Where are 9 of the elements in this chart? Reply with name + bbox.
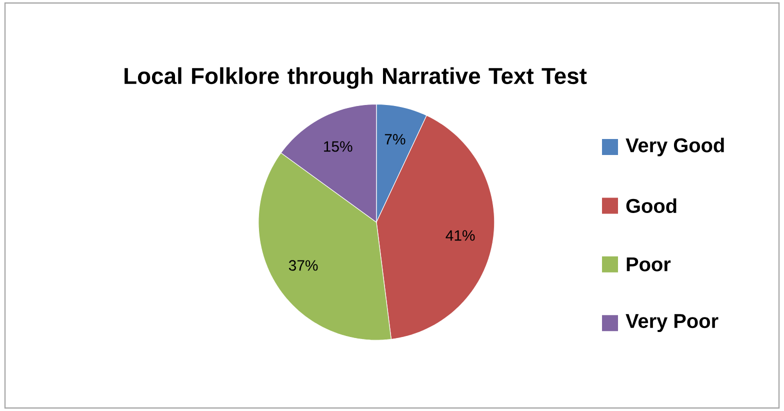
legend-label: Very Good [626,138,724,156]
chart-title: Local Folklore through Narrative Text Test [124,67,587,89]
legend-label: Good [626,198,676,214]
legend-label: Very Poor [626,314,718,332]
data-label: 7% [384,134,406,145]
legend-label: Poor [626,257,671,272]
data-label: 41% [446,230,475,241]
data-label: 15% [324,141,352,152]
data-label: 37% [288,260,318,271]
